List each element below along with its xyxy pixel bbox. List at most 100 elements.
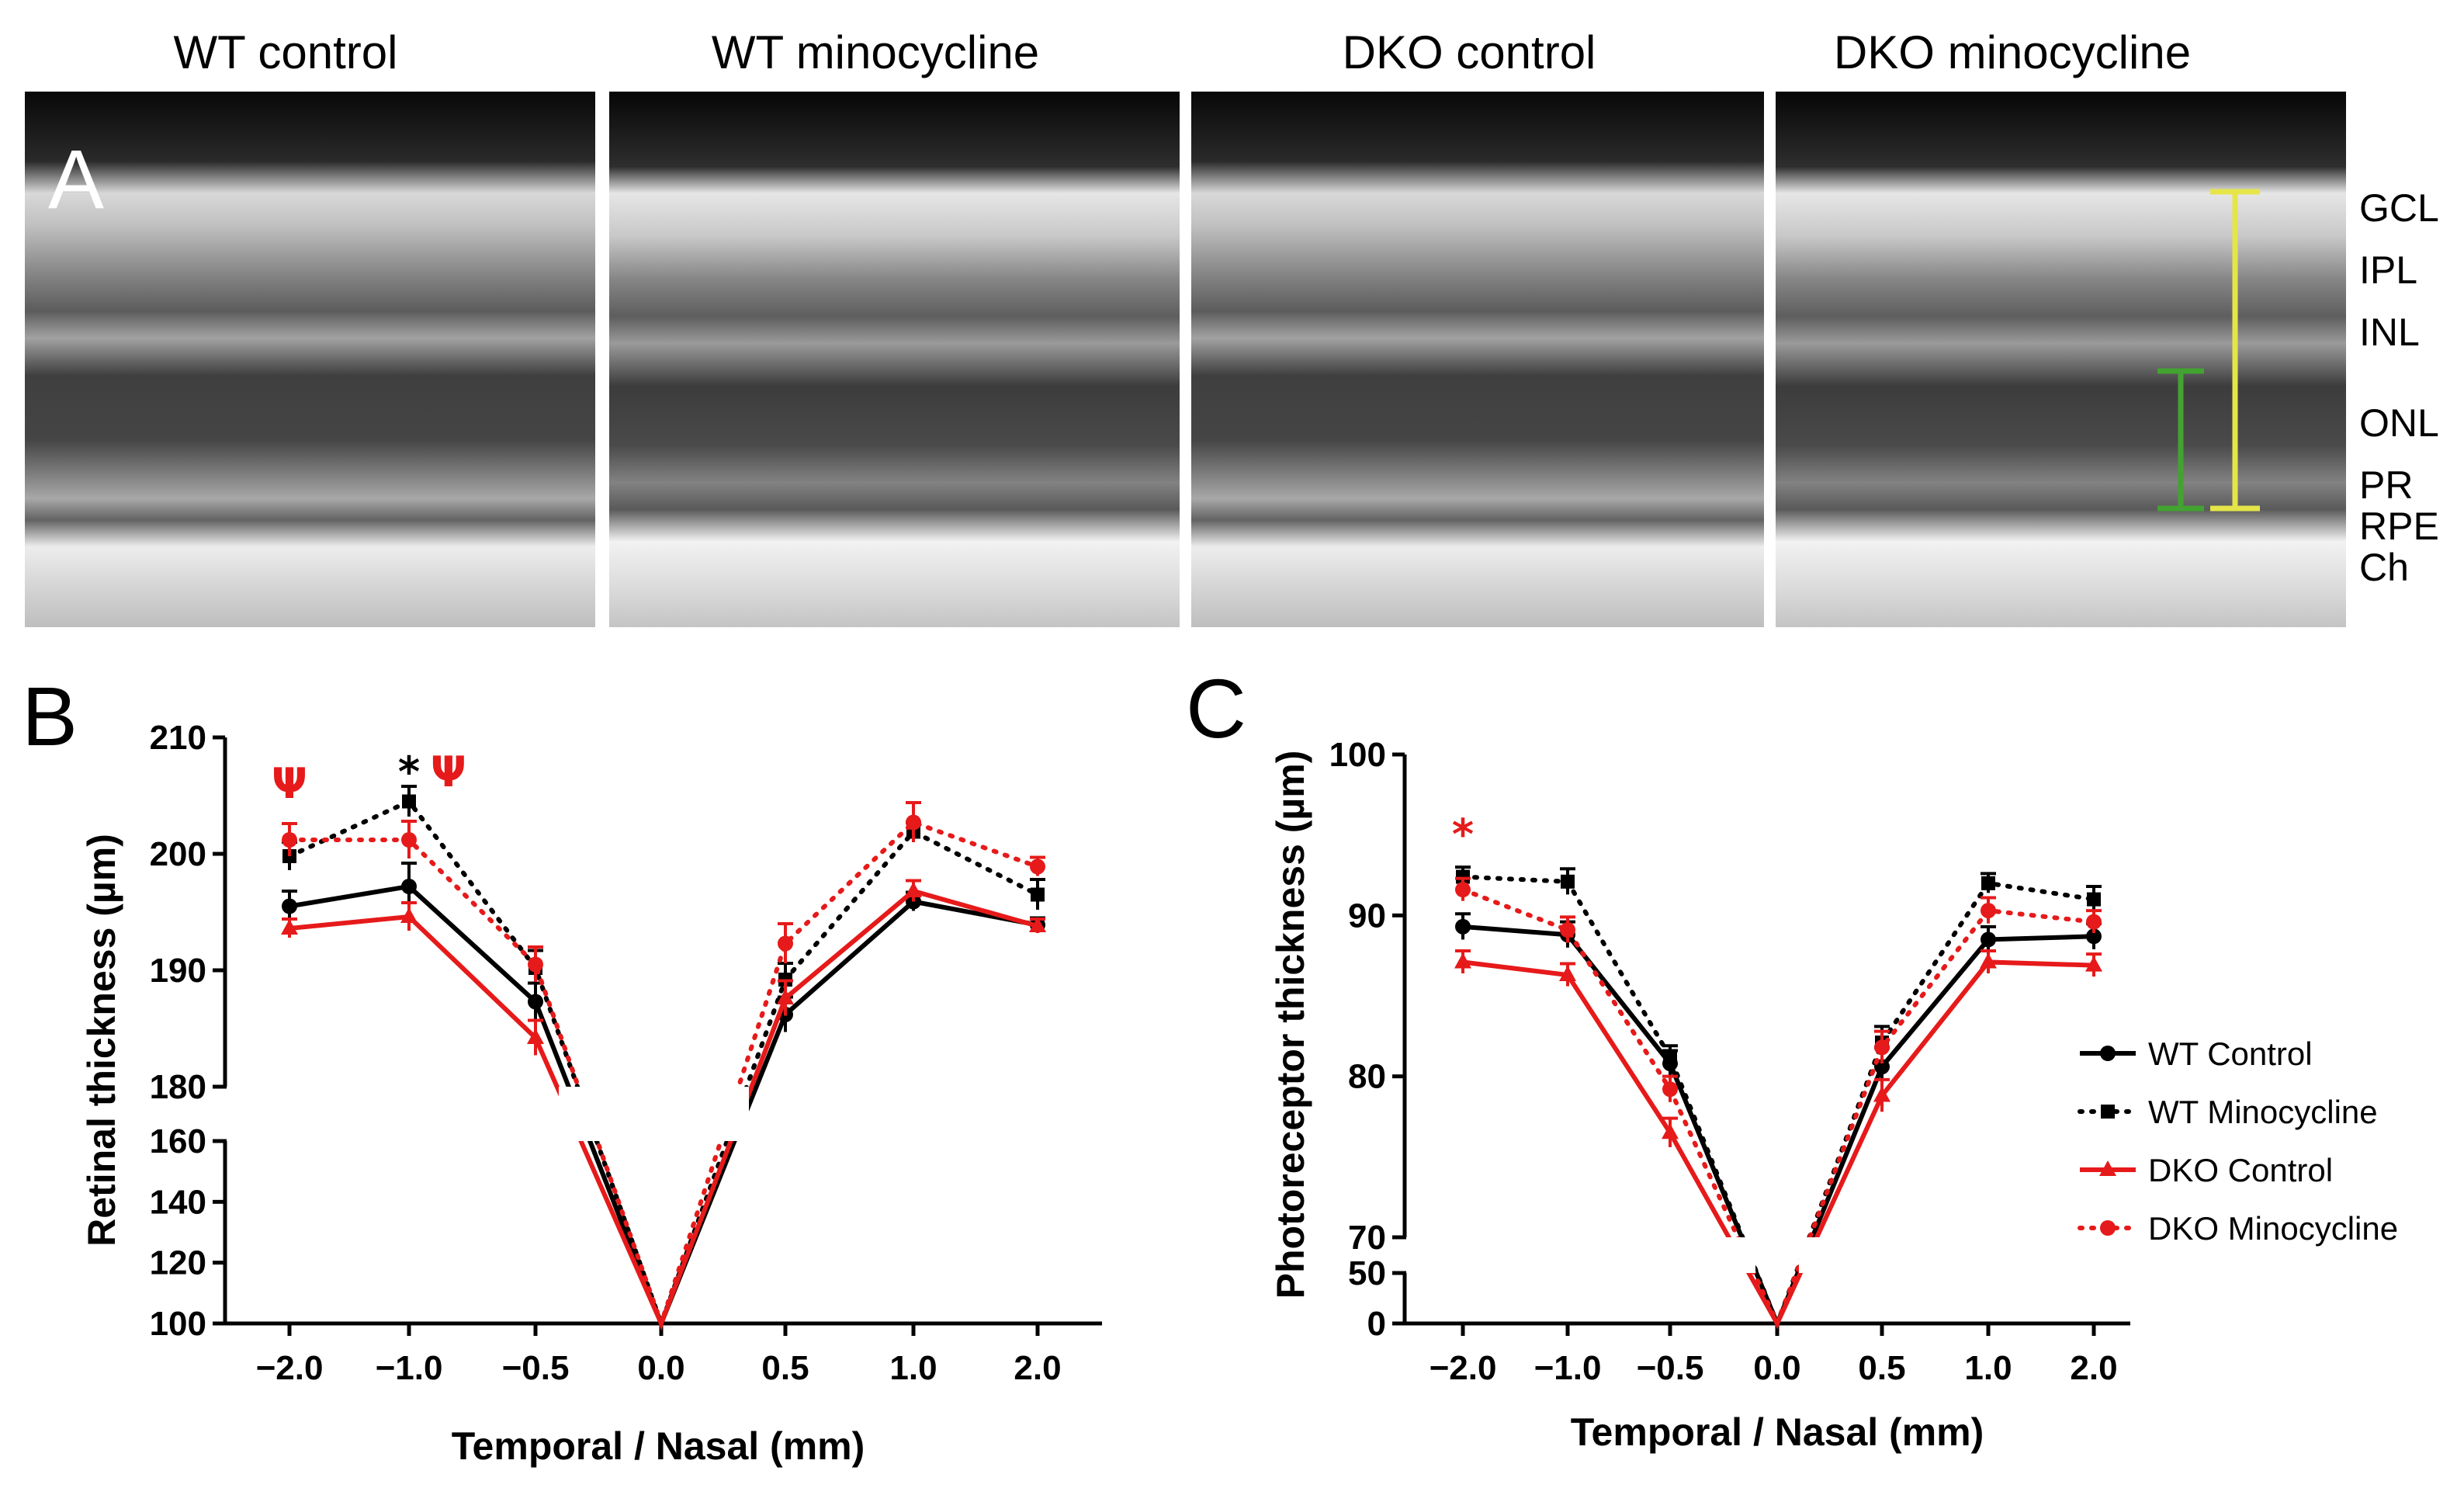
y-tick-label: 80: [1348, 1058, 1386, 1096]
series-dko-minocycline: [282, 801, 1045, 1331]
data-point-wt-minocycline: [1981, 876, 1995, 890]
y-tick-label: 90: [1348, 897, 1386, 935]
data-point-dko-minocycline: [528, 956, 543, 973]
data-point-dko-minocycline: [1874, 1039, 1890, 1056]
x-tick-label: −2.0: [256, 1349, 324, 1387]
legend-item-dko-control: DKO Control: [2080, 1152, 2333, 1188]
y-tick-label: 100: [150, 1305, 206, 1343]
legend-item-wt-minocycline: WT Minocycline: [2078, 1094, 2378, 1130]
chart-b-xlabel: Temporal / Nasal (mm): [452, 1424, 865, 1468]
chart-c-ylabel: Photoreceptor thickness (µm): [1269, 751, 1312, 1299]
oct-image-wt-minocycline: [609, 92, 1180, 627]
break-mask-left: [1724, 1237, 1755, 1273]
y-tick-label: 210: [150, 719, 206, 757]
series-line-wt-minocycline: [287, 798, 1040, 1330]
layer-label-pr: PR: [2359, 463, 2413, 507]
x-tick-label: −2.0: [1430, 1349, 1497, 1387]
panel-letter-b: B: [22, 669, 78, 763]
y-tick-label: 70: [1348, 1219, 1386, 1257]
panel-a-title-1: WT control: [174, 26, 398, 78]
data-point-wt-control: [401, 879, 417, 894]
chart-c-legend: WT Control WT Minocycline DKO Control DKO M…: [2078, 1035, 2398, 1247]
oct-image-dko-control: [1191, 92, 1764, 627]
panel-b: B 210 200 190 180 160 140 120 100 −2.0 −1.0 −0.5 0.…: [22, 669, 1102, 1468]
series-line-wt-minocycline: [1461, 874, 2096, 1330]
x-tick-label: 0.5: [761, 1349, 809, 1387]
x-tick-label: −1.0: [1534, 1349, 1602, 1387]
panel-letter-a: A: [48, 132, 104, 226]
significance-mark: Ψ: [272, 759, 307, 808]
data-point-dko-minocycline: [401, 832, 417, 848]
series-dko-control: [281, 879, 1046, 1330]
data-point-wt-control: [528, 994, 543, 1010]
series-wt-minocycline: [282, 785, 1045, 1330]
significance-mark: *: [398, 748, 420, 796]
y-tick-label: 190: [150, 952, 206, 990]
data-point-dko-control: [777, 989, 794, 1004]
y-tick-label: 200: [150, 835, 206, 873]
series-line-dko-minocycline: [287, 820, 1040, 1331]
series-line-wt-control: [289, 883, 1038, 1330]
chart-c-xlabel: Temporal / Nasal (mm): [1571, 1410, 1984, 1454]
legend-label: WT Control: [2148, 1035, 2313, 1072]
photoreceptor-thickness-bar: [2157, 368, 2204, 512]
layer-label-inl: INL: [2359, 310, 2420, 354]
break-mask-right: [702, 1087, 749, 1141]
data-point-wt-control: [282, 898, 297, 914]
data-point-dko-minocycline: [906, 814, 921, 831]
legend-marker: [2099, 1160, 2116, 1176]
data-point-dko-control: [400, 907, 418, 923]
x-tick-label: −0.5: [502, 1349, 570, 1387]
panel-a: WT control WT minocycline DKO control DK…: [25, 26, 2439, 627]
x-tick-label: 0.5: [1858, 1349, 1905, 1387]
chart-b: 210 200 190 180 160 140 120 100 −2.0 −1.0 −0.5 0.0 0…: [150, 719, 1102, 1387]
x-tick-label: 2.0: [1014, 1349, 1061, 1387]
data-point-dko-control: [281, 919, 298, 935]
data-point-dko-control: [1454, 952, 1471, 969]
data-point-dko-minocycline: [1981, 903, 1996, 919]
data-point-dko-control: [527, 1028, 544, 1044]
panel-a-title-2: WT minocycline: [712, 26, 1039, 78]
layer-label-gcl: GCL: [2359, 186, 2439, 230]
layer-label-onl: ONL: [2359, 401, 2439, 445]
data-point-dko-minocycline: [282, 832, 297, 848]
y-tick-label: 180: [150, 1068, 206, 1106]
x-tick-label: −0.5: [1637, 1349, 1704, 1387]
series-dko-control: [1454, 949, 2102, 1329]
series-line-wt-control: [1462, 924, 2095, 1330]
oct-image-wt-control: [25, 92, 595, 627]
x-tick-label: 2.0: [2070, 1349, 2117, 1387]
legend-marker: [2101, 1105, 2115, 1119]
data-point-wt-minocycline: [1561, 874, 1575, 889]
data-point-dko-minocycline: [778, 935, 793, 952]
x-tick-label: 0.0: [1753, 1349, 1800, 1387]
data-point-wt-minocycline: [1456, 869, 1470, 884]
data-point-dko-control: [1559, 966, 1576, 982]
x-tick-label: −1.0: [376, 1349, 443, 1387]
series-line-dko-control: [289, 888, 1038, 1330]
series-wt-control: [282, 862, 1045, 1330]
data-point-dko-control: [1662, 1123, 1679, 1139]
data-point-dko-minocycline: [1030, 858, 1045, 875]
x-tick-label: 1.0: [1964, 1349, 2012, 1387]
data-point-dko-control: [1873, 1086, 1890, 1102]
y-tick-label: 50: [1348, 1254, 1386, 1292]
data-point-wt-minocycline: [1663, 1049, 1677, 1064]
y-tick-label: 160: [150, 1122, 206, 1160]
data-point-dko-minocycline: [1662, 1081, 1678, 1098]
y-tick-label: 100: [1329, 736, 1386, 774]
legend-label: DKO Minocycline: [2148, 1210, 2398, 1247]
data-point-dko-control: [2085, 956, 2102, 972]
series-line-dko-control: [1462, 959, 2095, 1329]
x-tick-label: 0.0: [637, 1349, 684, 1387]
data-point-wt-minocycline: [2087, 892, 2101, 907]
data-point-dko-minocycline: [1560, 921, 1575, 938]
legend-label: WT Minocycline: [2148, 1094, 2378, 1130]
panel-a-title-3: DKO control: [1343, 26, 1596, 78]
significance-mark: *: [1452, 810, 1474, 859]
layer-label-ch: Ch: [2359, 546, 2409, 589]
y-tick-label: 120: [150, 1244, 206, 1282]
